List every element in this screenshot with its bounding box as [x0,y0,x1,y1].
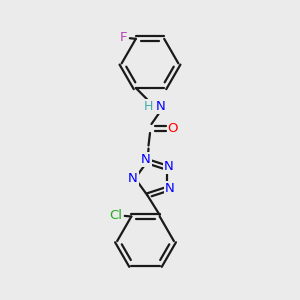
Text: O: O [168,122,178,135]
Text: N: N [128,172,138,185]
Text: N: N [164,160,174,173]
Text: N: N [165,182,175,195]
Text: Cl: Cl [109,208,122,221]
Text: N: N [156,100,166,113]
Text: N: N [141,153,151,166]
Text: H: H [144,100,153,113]
Text: F: F [119,31,127,44]
